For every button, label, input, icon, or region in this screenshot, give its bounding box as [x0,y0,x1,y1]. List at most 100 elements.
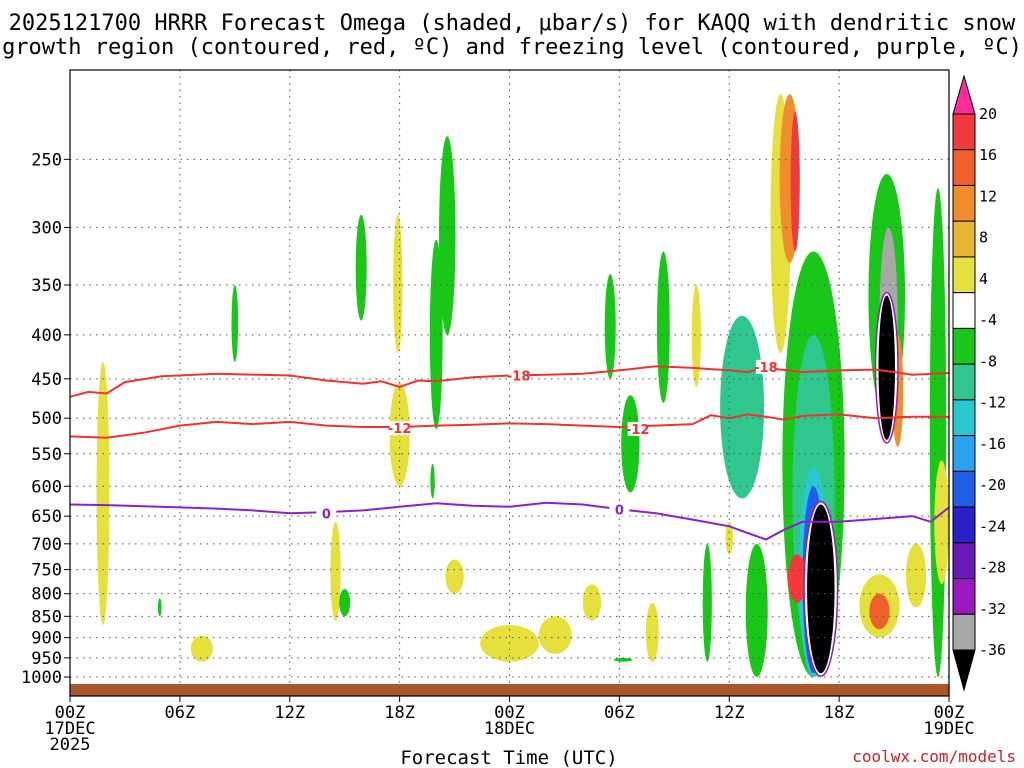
contour-label--12-1: -12 [626,423,650,438]
x-tick-label-30-0: 06Z [604,703,635,723]
y-tick-label-300: 300 [31,218,62,238]
omega-region-6 [355,214,367,321]
contour-label-bg--18-0 [508,368,529,383]
y-tick-label-950: 950 [31,649,62,669]
omega-region-17 [613,657,633,662]
y-tick-label-800: 800 [31,585,62,605]
contour-label-0-1: 0 [615,503,624,518]
plot-area: -18 -18 -12 -12 0 0 [69,69,950,697]
omega-region-31 [787,554,807,603]
omega-region-5 [339,588,351,617]
colorbar-top-arrow [952,74,976,115]
y-tick-label-500: 500 [31,409,62,429]
colorbar-label-11: -28 [979,559,1006,577]
y-axis-ticks: 2503003504004505005506006507007508008509… [21,150,70,688]
omega-region-20 [656,251,670,403]
colorbar-segment-13 [952,578,976,615]
chart-title-line-1: 2025121700 HRRR Forecast Omega (shaded, … [9,11,1016,36]
omega-region-16 [604,274,616,379]
contour-line--18 [69,365,950,398]
x-tick-label-0-0: 00Z [55,703,86,723]
omega-region-7 [393,214,403,354]
colorbar-label-4: 4 [979,270,988,288]
y-tick-label-250: 250 [31,150,62,170]
colorbar-segment-4 [952,256,976,294]
contour-label-bg--18-1 [755,359,776,374]
omega-region-4 [330,521,341,621]
omega-region-1 [157,598,162,617]
colorbar-label-3: 8 [979,229,988,247]
omega-region-10 [438,136,456,335]
contour-label--18-1: -18 [754,361,778,376]
colorbar-segment-2 [952,184,976,222]
colorbar-label-12: -32 [979,600,1006,618]
colorbar-label-9: -20 [979,476,1006,494]
contour-label-bg-0-0 [316,506,337,521]
y-tick-label-1000: 1000 [21,668,62,688]
colorbar-segment-10 [952,470,976,508]
omega-region-33 [790,111,800,252]
omega-shading [96,94,949,678]
x-tick-label-48-1: 19DEC [923,719,974,739]
x-tick-label-6-0: 06Z [165,703,196,723]
colorbar-segment-12 [952,542,976,580]
omega-region-14 [538,616,572,654]
colorbar-label-13: -36 [979,641,1006,659]
colorbar-label-6: -8 [979,352,997,370]
colorbar-bottom-arrow [952,649,976,692]
temperature-contours: -18 -18 -12 -12 0 0 [69,359,950,541]
colorbar-label-10: -24 [979,517,1006,535]
ground-surface [70,684,949,696]
y-tick-label-750: 750 [31,561,62,581]
omega-region-11 [430,463,435,499]
y-tick-label-900: 900 [31,629,62,649]
omega-region-19 [645,602,659,662]
omega-region-24 [720,315,765,499]
x-tick-label-24-0: 00Z [494,703,525,723]
omega-region-12 [445,559,464,594]
omega-region-22 [702,543,712,662]
colorbar-segment-14 [952,613,976,651]
colorbar: 20 16 12 8 4 -4 -8 -12 -16 -20 -24 -28 -32 -36 [952,74,1006,692]
omega-region-39 [905,543,927,608]
x-tick-label-36-0: 12Z [714,703,745,723]
omega-region-41 [934,460,949,585]
omega-region-3 [190,635,213,662]
omega-region-21 [691,284,701,388]
omega-region-2 [231,284,239,362]
contour-line--12 [69,413,949,439]
omega-region-40 [929,188,947,678]
colorbar-label-0: 20 [979,105,997,123]
omega-region-18 [621,395,640,493]
y-tick-label-400: 400 [31,326,62,346]
contour-label--18-0: -18 [507,369,531,384]
y-tick-label-850: 850 [31,607,62,627]
colorbar-segment-9 [952,435,976,472]
colorbar-segment-3 [952,220,976,258]
y-tick-label-700: 700 [31,535,62,555]
omega-region-0 [96,361,110,625]
colorbar-label-2: 12 [979,187,997,205]
x-tick-label-24-1: 18DEC [484,719,535,739]
contour-label-bg-0-1 [609,502,630,517]
omega-core-1 [878,295,895,440]
y-tick-label-350: 350 [31,276,62,296]
y-tick-label-550: 550 [31,445,62,465]
contour-label-0-0: 0 [322,507,331,522]
omega-region-25 [745,543,768,677]
x-tick-label-18-0: 18Z [384,703,415,723]
colorbar-segment-8 [952,399,976,437]
y-tick-label-450: 450 [31,370,62,390]
colorbar-segment-1 [952,149,976,186]
colorbar-segment-5 [952,292,976,329]
colorbar-segment-0 [952,113,976,151]
x-tick-label-12-0: 12Z [274,703,305,723]
contour-line-0 [69,501,950,541]
x-axis-label: Forecast Time (UTC) [400,747,617,768]
colorbar-segment-11 [952,506,976,544]
x-tick-label-42-0: 18Z [824,703,855,723]
x-tick-label-48-0: 00Z [934,703,965,723]
y-tick-label-650: 650 [31,507,62,527]
